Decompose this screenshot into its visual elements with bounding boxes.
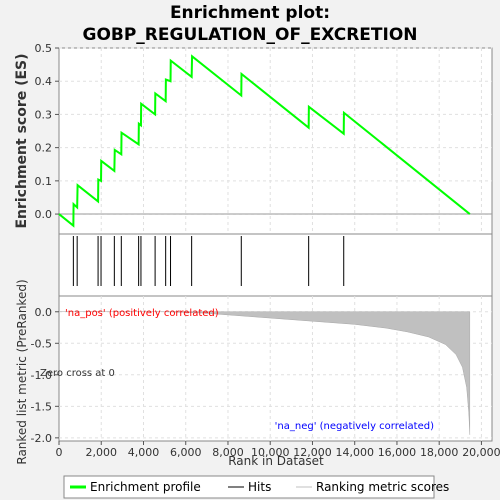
metric-y-tick-label: 0.0 xyxy=(35,306,53,319)
pos-correlated-label: 'na_pos' (positively correlated) xyxy=(65,308,219,319)
es-y-ticks: 0.0 0.1 0.2 0.3 0.4 0.5 xyxy=(35,42,59,221)
metric-y-tick-label: -0.5 xyxy=(31,337,52,350)
legend: Enrichment profile Hits Ranking metric sco… xyxy=(70,480,449,494)
x-tick-label: 4,000 xyxy=(128,446,160,459)
es-y-tick-label: 0.5 xyxy=(35,42,53,55)
x-tick-label: 10,000 xyxy=(251,446,290,459)
legend-label: Ranking metric scores xyxy=(316,480,449,494)
chart-title-line2: GOBP_REGULATION_OF_EXCRETION xyxy=(82,25,417,45)
ranking-metric-area xyxy=(58,311,471,435)
x-tick-label: 6,000 xyxy=(170,446,202,459)
chart-title-line1: Enrichment plot: xyxy=(170,3,330,23)
zero-cross-label: Zero cross at 0 xyxy=(40,368,115,379)
x-tick-label: 0 xyxy=(56,446,63,459)
es-y-axis-label: Enrichment score (ES) xyxy=(14,53,30,228)
es-y-tick-label: 0.1 xyxy=(35,175,53,188)
es-gridlines xyxy=(59,47,492,234)
x-tick-label: 12,000 xyxy=(293,446,332,459)
hit-markers xyxy=(72,236,345,286)
legend-label: Enrichment profile xyxy=(90,480,201,494)
metric-y-tick-label: -1.0 xyxy=(31,369,52,382)
es-y-tick-label: 0.0 xyxy=(35,208,53,221)
neg-correlated-label: 'na_neg' (negatively correlated) xyxy=(275,421,434,432)
legend-box xyxy=(63,475,435,499)
metric-y-tick-label: -1.5 xyxy=(31,400,52,413)
metric-y-ticks: 0.0 -0.5 -1.0 -1.5 -2.0 xyxy=(31,306,59,445)
x-tick-label: 18,000 xyxy=(420,446,459,459)
metric-y-axis-label: Ranked list metric (PreRanked) xyxy=(15,279,29,464)
es-y-tick-label: 0.4 xyxy=(35,75,53,88)
enrichment-profile-line xyxy=(58,54,471,228)
metric-gridlines xyxy=(59,296,492,441)
es-y-tick-label: 0.2 xyxy=(35,142,53,155)
x-tick-label: 2,000 xyxy=(85,446,117,459)
hits-panel xyxy=(58,233,493,297)
x-axis-label: Rank in Dataset xyxy=(228,454,324,468)
es-y-tick-label: 0.3 xyxy=(35,108,53,121)
x-tick-label: 14,000 xyxy=(335,446,374,459)
es-panel xyxy=(58,47,493,235)
x-tick-label: 16,000 xyxy=(378,446,417,459)
x-tick-label: 8,000 xyxy=(212,446,244,459)
x-tick-label: 20,000 xyxy=(462,446,500,459)
metric-y-tick-label: -2.0 xyxy=(31,432,52,445)
legend-label: Hits xyxy=(248,480,271,494)
metric-x-ticks: 0 2,000 4,000 6,000 8,000 10,000 12,000 14,000 1… xyxy=(56,441,500,459)
